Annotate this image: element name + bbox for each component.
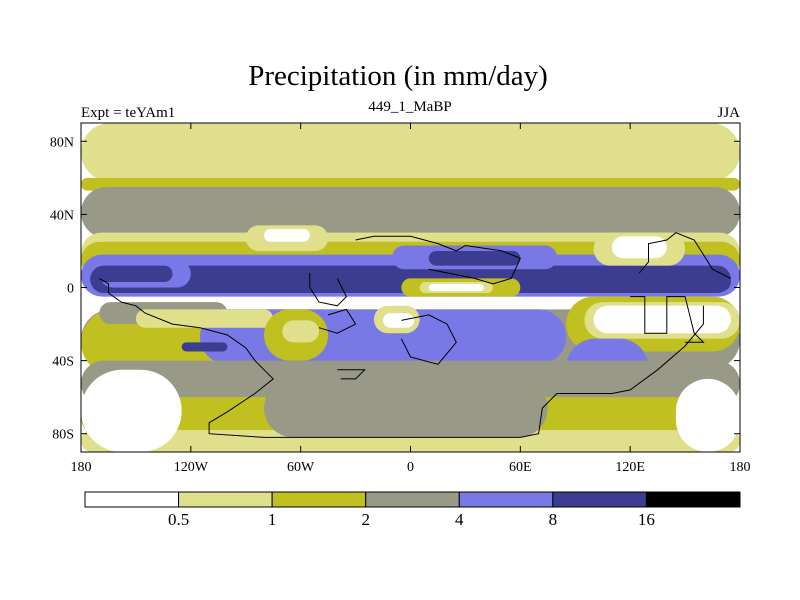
field-region-20 [81, 430, 740, 452]
colorbar-label-5: 16 [638, 510, 655, 529]
subtitle-period: 449_1_MaBP [368, 99, 451, 115]
colorbar-label-4: 8 [549, 510, 558, 529]
field-region-37 [383, 313, 415, 328]
land-outline-2 [638, 232, 732, 279]
x-tick-label-5: 120E [615, 460, 645, 475]
field-region-0 [81, 123, 740, 182]
land-outline-4 [318, 308, 357, 334]
precip-field [81, 123, 740, 452]
land-outline-7 [630, 296, 705, 343]
field-region-31 [95, 265, 173, 283]
field-region-32 [630, 272, 731, 292]
colorbar-box-6 [645, 491, 741, 508]
land-outline-1 [355, 235, 521, 285]
colorbar-label-2: 2 [361, 510, 370, 529]
field-region-16 [593, 305, 731, 334]
land-outlines [99, 232, 732, 438]
colorbar-box-3 [365, 491, 460, 508]
field-region-21 [81, 369, 182, 452]
x-axis: 180 120W 60W 0 60E 120E 180 [71, 123, 751, 475]
colorbar-box-2 [271, 491, 367, 508]
field-region-2 [81, 186, 740, 239]
y-tick-label-4: 80S [52, 428, 74, 443]
chart-title: Precipitation (in mm/day) [248, 60, 548, 92]
field-region-27 [611, 236, 667, 259]
field-region-38 [181, 342, 228, 352]
field-region-25 [264, 229, 310, 242]
land-outline-3 [309, 272, 348, 307]
colorbar-box-1 [178, 491, 273, 508]
y-tick-label-1: 40N [50, 208, 74, 223]
colorbar-label-1: 1 [268, 510, 277, 529]
colorbar-label-0: 0.5 [168, 510, 189, 529]
colorbar-box-5 [552, 491, 647, 508]
field-region-22 [675, 378, 740, 452]
x-tick-label-1: 120W [174, 460, 209, 475]
land-outline-6 [337, 369, 366, 380]
land-outline-0 [99, 277, 704, 438]
colorbar-box-4 [458, 491, 554, 508]
x-tick-label-3: 0 [407, 460, 414, 475]
y-tick-label-3: 40S [52, 355, 74, 370]
land-outline-5 [400, 314, 457, 365]
colorbar: 0.5 1 2 4 8 16 [84, 491, 741, 529]
y-tick-label-0: 80N [50, 135, 74, 150]
y-axis: 80N 40N 0 40S 80S [50, 135, 740, 443]
subtitle-season: JJA [717, 105, 740, 121]
x-tick-label-4: 60E [509, 460, 532, 475]
field-region-13 [282, 320, 319, 343]
field-region-11 [135, 309, 274, 328]
subtitle-experiment: Expt = teYAm1 [81, 105, 175, 121]
x-tick-label-0: 180 [71, 460, 92, 475]
x-tick-label-6: 180 [730, 460, 751, 475]
field-region-23 [264, 378, 548, 438]
field-region-35 [428, 283, 484, 292]
colorbar-label-3: 4 [455, 510, 464, 529]
colorbar-box-0 [84, 491, 180, 508]
x-tick-label-2: 60W [287, 460, 315, 475]
field-region-29 [428, 250, 521, 266]
y-tick-label-2: 0 [67, 282, 74, 297]
